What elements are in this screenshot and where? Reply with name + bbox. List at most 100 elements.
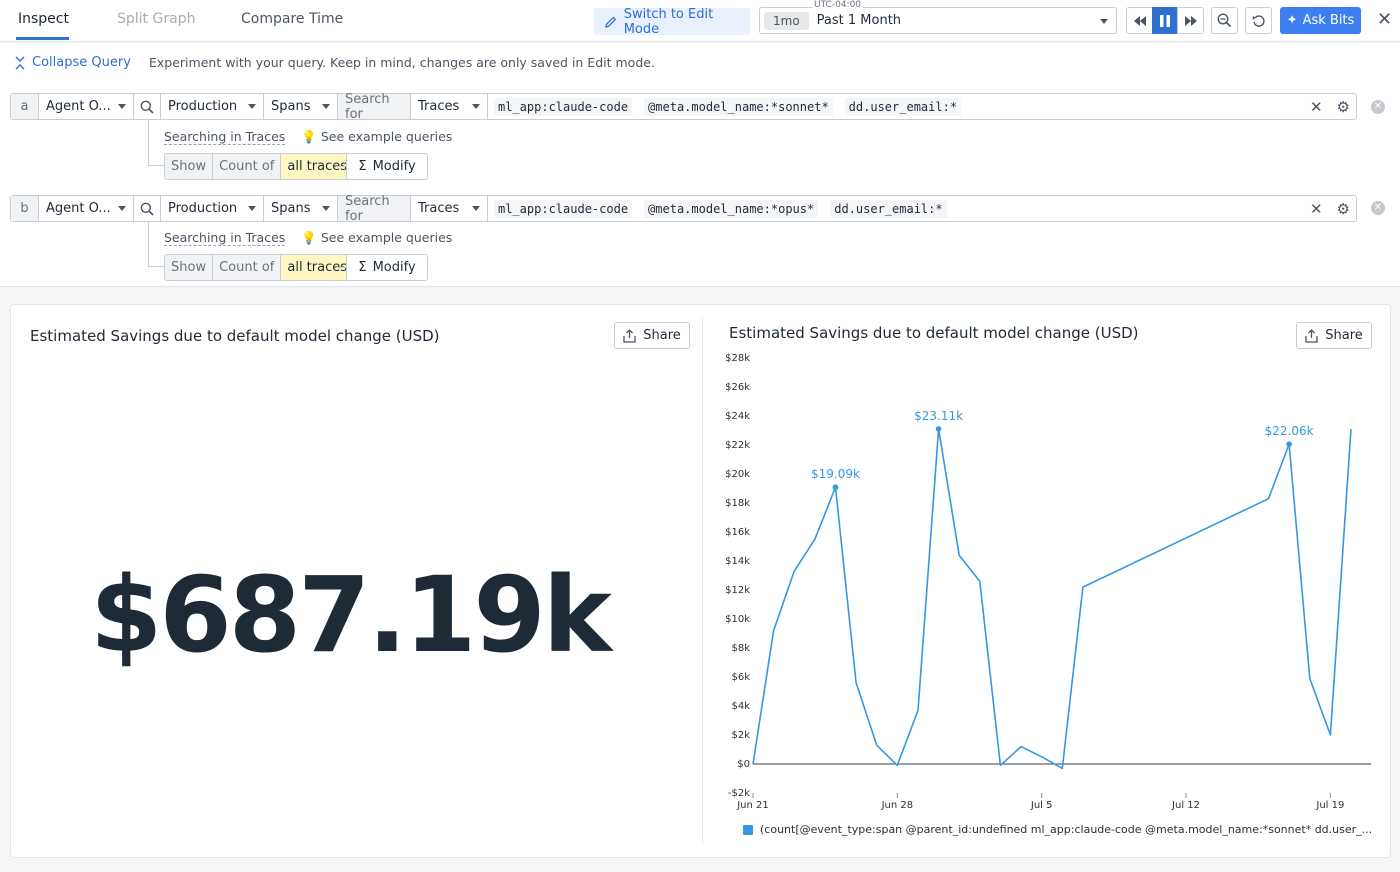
clear-icon[interactable]: ✕ [1309, 199, 1323, 218]
data-point[interactable] [997, 762, 1003, 768]
y-tick-label: -$2k [728, 788, 750, 799]
time-range-picker[interactable]: 1mo Past 1 Month [759, 7, 1117, 34]
lightbulb-icon: 💡 [301, 129, 317, 144]
data-point[interactable] [812, 536, 818, 542]
time-range-pill: 1mo [764, 11, 809, 30]
y-tick-label: $14k [725, 556, 750, 567]
data-type-select[interactable]: Spans [264, 196, 338, 221]
query-token[interactable]: dd.user_email:* [830, 199, 947, 218]
search-target-select[interactable]: Traces [411, 196, 488, 221]
query-input[interactable]: ml_app:claude-code @meta.model_name:*opu… [488, 196, 1310, 221]
source-select[interactable]: Agent O... [39, 196, 134, 221]
search-icon-cell [134, 196, 161, 221]
gear-icon[interactable]: ⚙ [1336, 97, 1350, 116]
data-point[interactable] [956, 552, 962, 558]
source-select[interactable]: Agent O... [39, 94, 134, 119]
data-point[interactable] [1039, 754, 1045, 760]
example-queries-link[interactable]: 💡 See example queries [301, 230, 452, 246]
query-token[interactable]: dd.user_email:* [844, 97, 962, 116]
tab-inspect[interactable]: Inspect [18, 11, 69, 27]
data-type-label: Spans [271, 99, 311, 114]
searching-in-traces-link[interactable]: Searching in Traces [164, 129, 286, 145]
data-type-select[interactable]: Spans [264, 94, 338, 119]
search-icon [140, 202, 154, 216]
reset-button[interactable] [1245, 7, 1272, 34]
edit-mode-label: Switch to Edit Mode [623, 6, 714, 37]
modify-button[interactable]: Σ Modify [346, 254, 428, 281]
y-tick-label: $8k [731, 643, 750, 654]
rewind-button[interactable] [1126, 7, 1153, 34]
annotation-label: $22.06k [1265, 424, 1314, 438]
tab-split-graph[interactable]: Split Graph [117, 11, 196, 27]
y-tick-label: $20k [725, 469, 750, 480]
x-tick-label: Jul 19 [1315, 800, 1344, 811]
y-tick-label: $10k [725, 614, 750, 625]
gear-icon[interactable]: ⚙ [1336, 199, 1350, 218]
modify-button[interactable]: Σ Modify [346, 153, 428, 180]
share-label: Share [643, 328, 681, 343]
pause-button[interactable] [1152, 7, 1178, 34]
data-point[interactable] [771, 628, 777, 634]
modify-label: Modify [372, 260, 416, 275]
count-of-label[interactable]: Count of [213, 154, 282, 179]
query-token[interactable]: ml_app:claude-code [494, 199, 633, 218]
data-point[interactable] [1059, 765, 1065, 771]
collapse-query-link[interactable]: Collapse Query [14, 55, 131, 70]
show-label: Show [165, 255, 214, 280]
share-button[interactable]: Share [1296, 322, 1372, 349]
data-point[interactable] [791, 568, 797, 574]
y-tick-label: $0 [737, 759, 750, 770]
data-point[interactable] [977, 578, 983, 584]
refresh-icon [1252, 14, 1265, 27]
search-icon [140, 100, 154, 114]
annotation-marker [1286, 441, 1292, 447]
data-point[interactable] [1266, 496, 1272, 502]
query-token[interactable]: @meta.model_name:*sonnet* [644, 97, 833, 116]
query-value: $687.19k [90, 554, 612, 676]
tab-compare-time[interactable]: Compare Time [241, 11, 344, 27]
query-row-a: a Agent O... Production Spans Search for… [10, 92, 1357, 122]
share-button[interactable]: Share [614, 322, 690, 349]
time-range-label: Past 1 Month [816, 13, 902, 28]
example-queries-link[interactable]: 💡 See example queries [301, 129, 452, 145]
data-point[interactable] [1327, 732, 1333, 738]
data-point[interactable] [1307, 675, 1313, 681]
pencil-icon [605, 16, 617, 28]
environment-select[interactable]: Production [161, 196, 264, 221]
remove-query-icon[interactable]: ✕ [1371, 100, 1385, 114]
pause-icon [1160, 14, 1170, 27]
source-label: Agent O... [46, 99, 111, 114]
data-point[interactable] [750, 761, 756, 767]
query-input[interactable]: ml_app:claude-code @meta.model_name:*son… [488, 94, 1310, 119]
search-target-select[interactable]: Traces [411, 94, 488, 119]
top-bar: Inspect Split Graph Compare Time Switch … [0, 0, 1400, 42]
chevron-down-icon [118, 206, 126, 211]
right-widget-title: Estimated Savings due to default model c… [729, 324, 1139, 342]
data-point[interactable] [1018, 744, 1024, 750]
close-icon[interactable]: ✕ [1377, 9, 1393, 30]
clear-icon[interactable]: ✕ [1309, 97, 1323, 116]
edit-mode-hint: Experiment with your query. Keep in mind… [149, 55, 655, 70]
sigma-icon: Σ [358, 260, 367, 275]
ask-bits-button[interactable]: ✦ Ask Bits [1280, 7, 1361, 34]
example-queries-label: See example queries [320, 129, 453, 144]
searching-in-traces-link[interactable]: Searching in Traces [164, 230, 286, 246]
aggregation-row-b: Show Count of all traces [164, 254, 355, 281]
environment-label: Production [168, 99, 238, 114]
count-of-label[interactable]: Count of [213, 255, 282, 280]
data-point[interactable] [1080, 584, 1086, 590]
fast-forward-button[interactable] [1177, 7, 1204, 34]
timeseries-chart[interactable]: -$2k $0 $2k $4k $6k $8k $10k $12k $14k $16k $18k $2… [703, 346, 1383, 816]
chart-legend[interactable]: (count[@event_type:span @parent_id:undef… [743, 823, 1372, 836]
zoom-out-button[interactable] [1211, 7, 1238, 34]
data-point[interactable] [1348, 426, 1354, 432]
data-point[interactable] [874, 742, 880, 748]
query-token[interactable]: ml_app:claude-code [494, 97, 633, 116]
data-point[interactable] [853, 680, 859, 686]
data-point[interactable] [915, 707, 921, 713]
data-point[interactable] [894, 762, 900, 768]
remove-query-icon[interactable]: ✕ [1371, 201, 1385, 215]
environment-select[interactable]: Production [161, 94, 264, 119]
query-token[interactable]: @meta.model_name:*opus* [644, 199, 819, 218]
switch-to-edit-mode-button[interactable]: Switch to Edit Mode [594, 6, 750, 37]
